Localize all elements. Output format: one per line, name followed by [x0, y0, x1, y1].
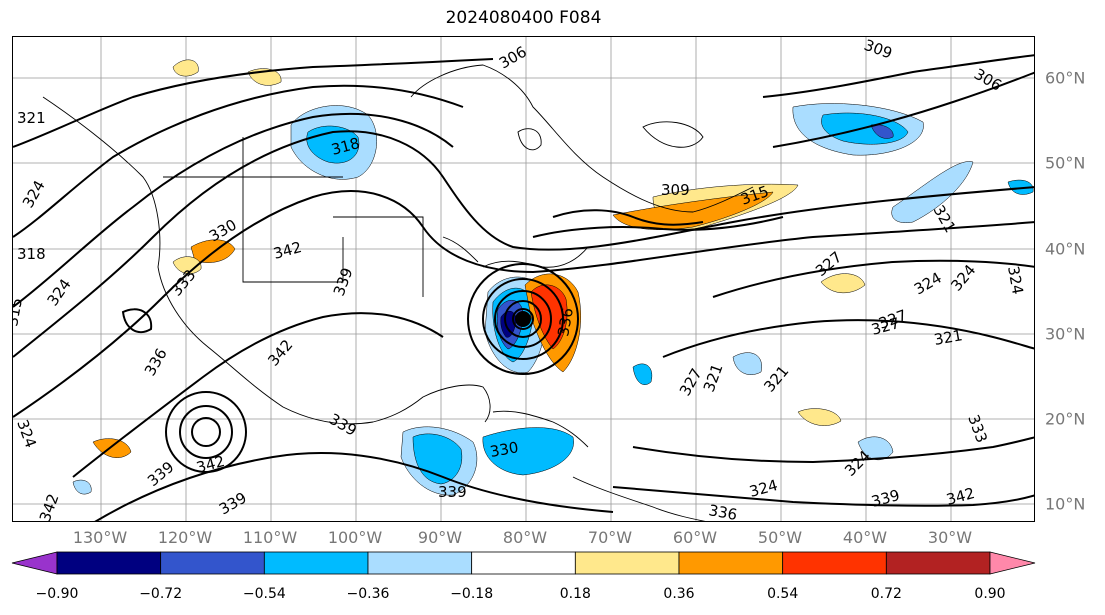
contour-label: 336 — [141, 345, 171, 379]
contour-label: 333 — [964, 412, 991, 445]
colorbar-segment — [56, 551, 162, 575]
contours — [13, 54, 1034, 521]
contour-label: 339 — [330, 265, 357, 298]
colorbar-segment — [160, 551, 265, 575]
lat-label: 20°N — [1045, 409, 1086, 429]
colorbar-tick-label: 0.36 — [663, 586, 695, 602]
lon-label: 50°W — [757, 528, 803, 547]
colorbar-segment — [471, 551, 576, 575]
lat-label: 60°N — [1045, 68, 1086, 88]
colorbar-extend-min — [11, 551, 58, 575]
lon-label: 120°W — [157, 528, 213, 547]
lon-label: 70°W — [587, 528, 633, 547]
colorbar-segment — [782, 551, 887, 575]
colorbar-extend-max — [989, 551, 1036, 575]
contour-label: 321 — [17, 109, 46, 127]
lat-label: 40°N — [1045, 239, 1086, 259]
map-panel: 321 324 318 315 324 330 342 333 336 342 … — [12, 36, 1035, 522]
colorbar-segment — [678, 551, 784, 575]
contour-label: 342 — [264, 336, 296, 370]
contour-label: 327 — [876, 306, 909, 333]
contour-label: 336 — [707, 501, 738, 522]
contour-label: 330 — [489, 438, 520, 461]
lon-label: 100°W — [327, 528, 383, 547]
contour-label: 342 — [36, 491, 63, 522]
contour-label: 309 — [661, 181, 690, 199]
colorbar-segments — [11, 551, 1036, 575]
lon-label: 80°W — [502, 528, 548, 547]
weather-map: 321 324 318 315 324 330 342 333 336 342 … — [13, 37, 1034, 522]
contour-label: 324 — [747, 476, 779, 501]
lon-label: 110°W — [242, 528, 298, 547]
storm-center-marker — [515, 311, 531, 327]
contour-label: 318 — [17, 245, 46, 263]
lon-label: 40°W — [842, 528, 888, 547]
colorbar-tick-label: 0.90 — [974, 586, 1006, 602]
contour-label: 324 — [947, 261, 979, 295]
anomaly-shading — [72, 59, 1034, 496]
contour-label: 324 — [1004, 265, 1027, 296]
colorbar-tick-label: 0.54 — [767, 586, 799, 602]
colorbar-tick-label: −0.36 — [346, 586, 390, 602]
colorbar-segment — [574, 551, 680, 575]
colorbar-segment — [263, 551, 369, 575]
contour-label: 306 — [496, 43, 530, 73]
lon-label: 60°W — [672, 528, 718, 547]
contour-label: 321 — [760, 362, 792, 396]
contour-label: 336 — [554, 306, 577, 337]
contour-label: 315 — [13, 296, 26, 327]
contour-label: 324 — [44, 276, 75, 310]
contour-label: 339 — [216, 489, 250, 519]
colorbar-tick-label: −0.72 — [139, 586, 183, 602]
contour-label: 339 — [438, 483, 467, 501]
colorbar-tick-label: −0.54 — [242, 586, 286, 602]
lon-label: 130°W — [72, 528, 128, 547]
contour-label: 321 — [700, 361, 727, 394]
lon-label: 90°W — [417, 528, 463, 547]
contour-label: 339 — [326, 410, 360, 440]
contour-label: 342 — [194, 452, 226, 477]
colorbar-tick-label: 0.18 — [559, 586, 591, 602]
contour-label: 324 — [13, 417, 40, 450]
colorbar-segment — [367, 551, 473, 575]
lat-label: 30°N — [1045, 324, 1086, 344]
contour-label: 324 — [19, 177, 49, 211]
lat-label: 50°N — [1045, 153, 1086, 173]
colorbar-tick-label: −0.18 — [450, 586, 494, 602]
colorbar-tick-label: −0.90 — [35, 586, 79, 602]
contour-label: 321 — [933, 326, 964, 349]
coastlines — [42, 64, 754, 521]
contour-label: 342 — [271, 238, 303, 263]
colorbar-tick-label: 0.72 — [870, 586, 902, 602]
contour-label: 339 — [869, 486, 901, 511]
contour-label: 324 — [911, 269, 945, 299]
map-title: 2024080400 F084 — [445, 8, 602, 28]
contour-label: 309 — [862, 37, 895, 63]
lon-label: 30°W — [927, 528, 973, 547]
lat-label: 10°N — [1045, 494, 1086, 514]
colorbar — [11, 551, 1036, 575]
colorbar-segment — [885, 551, 991, 575]
